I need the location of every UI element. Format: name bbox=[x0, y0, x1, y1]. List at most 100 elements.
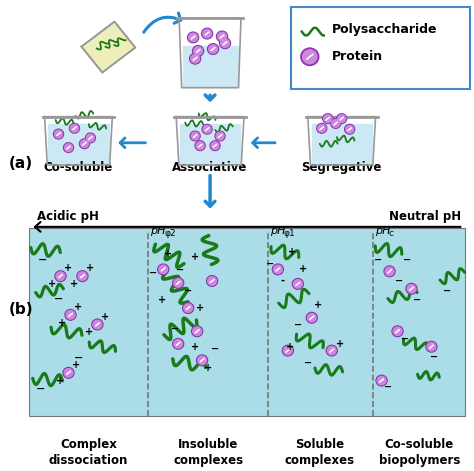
Circle shape bbox=[55, 271, 66, 282]
Circle shape bbox=[184, 304, 192, 312]
Circle shape bbox=[190, 53, 201, 64]
Circle shape bbox=[189, 33, 198, 41]
Text: −: − bbox=[171, 325, 179, 334]
Circle shape bbox=[71, 124, 79, 132]
Text: pH: pH bbox=[270, 226, 285, 236]
Circle shape bbox=[376, 375, 387, 386]
Circle shape bbox=[392, 326, 403, 337]
Text: Insoluble
complexes: Insoluble complexes bbox=[173, 438, 243, 467]
Text: +: + bbox=[74, 302, 82, 312]
Circle shape bbox=[318, 124, 326, 132]
Circle shape bbox=[218, 32, 227, 41]
Polygon shape bbox=[311, 124, 372, 164]
Circle shape bbox=[273, 264, 283, 275]
Text: φ2: φ2 bbox=[164, 229, 176, 238]
Text: −: − bbox=[38, 255, 47, 265]
Circle shape bbox=[54, 129, 64, 139]
Text: Complex
dissociation: Complex dissociation bbox=[49, 438, 128, 467]
Circle shape bbox=[301, 48, 319, 65]
Text: Co-soluble: Co-soluble bbox=[44, 161, 113, 174]
Circle shape bbox=[273, 265, 282, 274]
Text: −: − bbox=[211, 344, 219, 354]
Circle shape bbox=[193, 327, 201, 335]
Circle shape bbox=[328, 346, 336, 355]
Text: −: − bbox=[54, 293, 63, 303]
Circle shape bbox=[202, 124, 212, 134]
Circle shape bbox=[64, 144, 73, 152]
Text: +: + bbox=[73, 360, 81, 370]
Circle shape bbox=[191, 132, 199, 140]
Text: -: - bbox=[281, 276, 285, 286]
Text: −: − bbox=[74, 353, 83, 363]
Circle shape bbox=[210, 141, 220, 151]
Circle shape bbox=[308, 314, 316, 322]
Text: +: + bbox=[299, 264, 307, 275]
Text: +: + bbox=[101, 312, 109, 322]
Circle shape bbox=[86, 134, 94, 142]
Text: Polysaccharide: Polysaccharide bbox=[332, 23, 437, 36]
Text: −: − bbox=[401, 334, 410, 344]
Circle shape bbox=[326, 345, 337, 356]
Circle shape bbox=[203, 29, 211, 38]
Text: −: − bbox=[36, 384, 45, 394]
Circle shape bbox=[324, 115, 332, 122]
Text: pH: pH bbox=[374, 226, 390, 236]
Circle shape bbox=[302, 50, 317, 64]
Circle shape bbox=[56, 272, 65, 280]
Circle shape bbox=[337, 115, 346, 122]
Text: +: + bbox=[164, 249, 172, 259]
Circle shape bbox=[195, 141, 205, 151]
Circle shape bbox=[173, 277, 183, 288]
Text: +: + bbox=[286, 342, 294, 352]
Circle shape bbox=[221, 39, 229, 48]
Text: −: − bbox=[304, 358, 312, 368]
Circle shape bbox=[203, 125, 211, 133]
Text: pH: pH bbox=[150, 226, 166, 236]
Text: −: − bbox=[395, 276, 403, 286]
Circle shape bbox=[219, 38, 230, 49]
Circle shape bbox=[377, 376, 386, 385]
Circle shape bbox=[208, 277, 217, 285]
Circle shape bbox=[55, 130, 63, 138]
Text: +: + bbox=[71, 279, 79, 289]
Circle shape bbox=[215, 131, 225, 141]
Circle shape bbox=[64, 369, 73, 377]
Circle shape bbox=[173, 339, 183, 349]
FancyBboxPatch shape bbox=[28, 228, 465, 416]
Text: +: + bbox=[86, 263, 94, 274]
Text: Protein: Protein bbox=[332, 50, 383, 63]
Circle shape bbox=[174, 279, 182, 287]
Text: (b): (b) bbox=[9, 302, 33, 317]
Text: φ1: φ1 bbox=[284, 229, 296, 238]
Circle shape bbox=[384, 266, 395, 276]
Circle shape bbox=[191, 55, 200, 63]
Circle shape bbox=[78, 272, 87, 280]
Circle shape bbox=[216, 132, 224, 140]
Text: +: + bbox=[64, 263, 73, 274]
Circle shape bbox=[198, 356, 207, 365]
Text: −: − bbox=[403, 255, 411, 265]
Circle shape bbox=[217, 31, 228, 42]
Polygon shape bbox=[176, 117, 244, 165]
Text: Associative: Associative bbox=[173, 161, 248, 174]
Text: −: − bbox=[430, 351, 438, 361]
Text: Soluble
complexes: Soluble complexes bbox=[285, 438, 355, 467]
Circle shape bbox=[426, 341, 437, 352]
Circle shape bbox=[346, 125, 354, 133]
Text: +: + bbox=[314, 300, 322, 310]
Text: −: − bbox=[266, 259, 274, 268]
Circle shape bbox=[93, 320, 102, 329]
Text: −: − bbox=[374, 255, 382, 265]
Circle shape bbox=[85, 133, 95, 143]
Text: Acidic pH: Acidic pH bbox=[36, 210, 99, 223]
Text: +: + bbox=[204, 363, 212, 373]
Circle shape bbox=[292, 278, 303, 289]
Text: +: + bbox=[191, 342, 199, 352]
Polygon shape bbox=[308, 117, 375, 165]
Circle shape bbox=[64, 143, 73, 153]
Text: +: + bbox=[58, 317, 66, 327]
Circle shape bbox=[385, 267, 394, 276]
Circle shape bbox=[65, 309, 76, 320]
Circle shape bbox=[77, 271, 88, 282]
Circle shape bbox=[337, 114, 346, 123]
